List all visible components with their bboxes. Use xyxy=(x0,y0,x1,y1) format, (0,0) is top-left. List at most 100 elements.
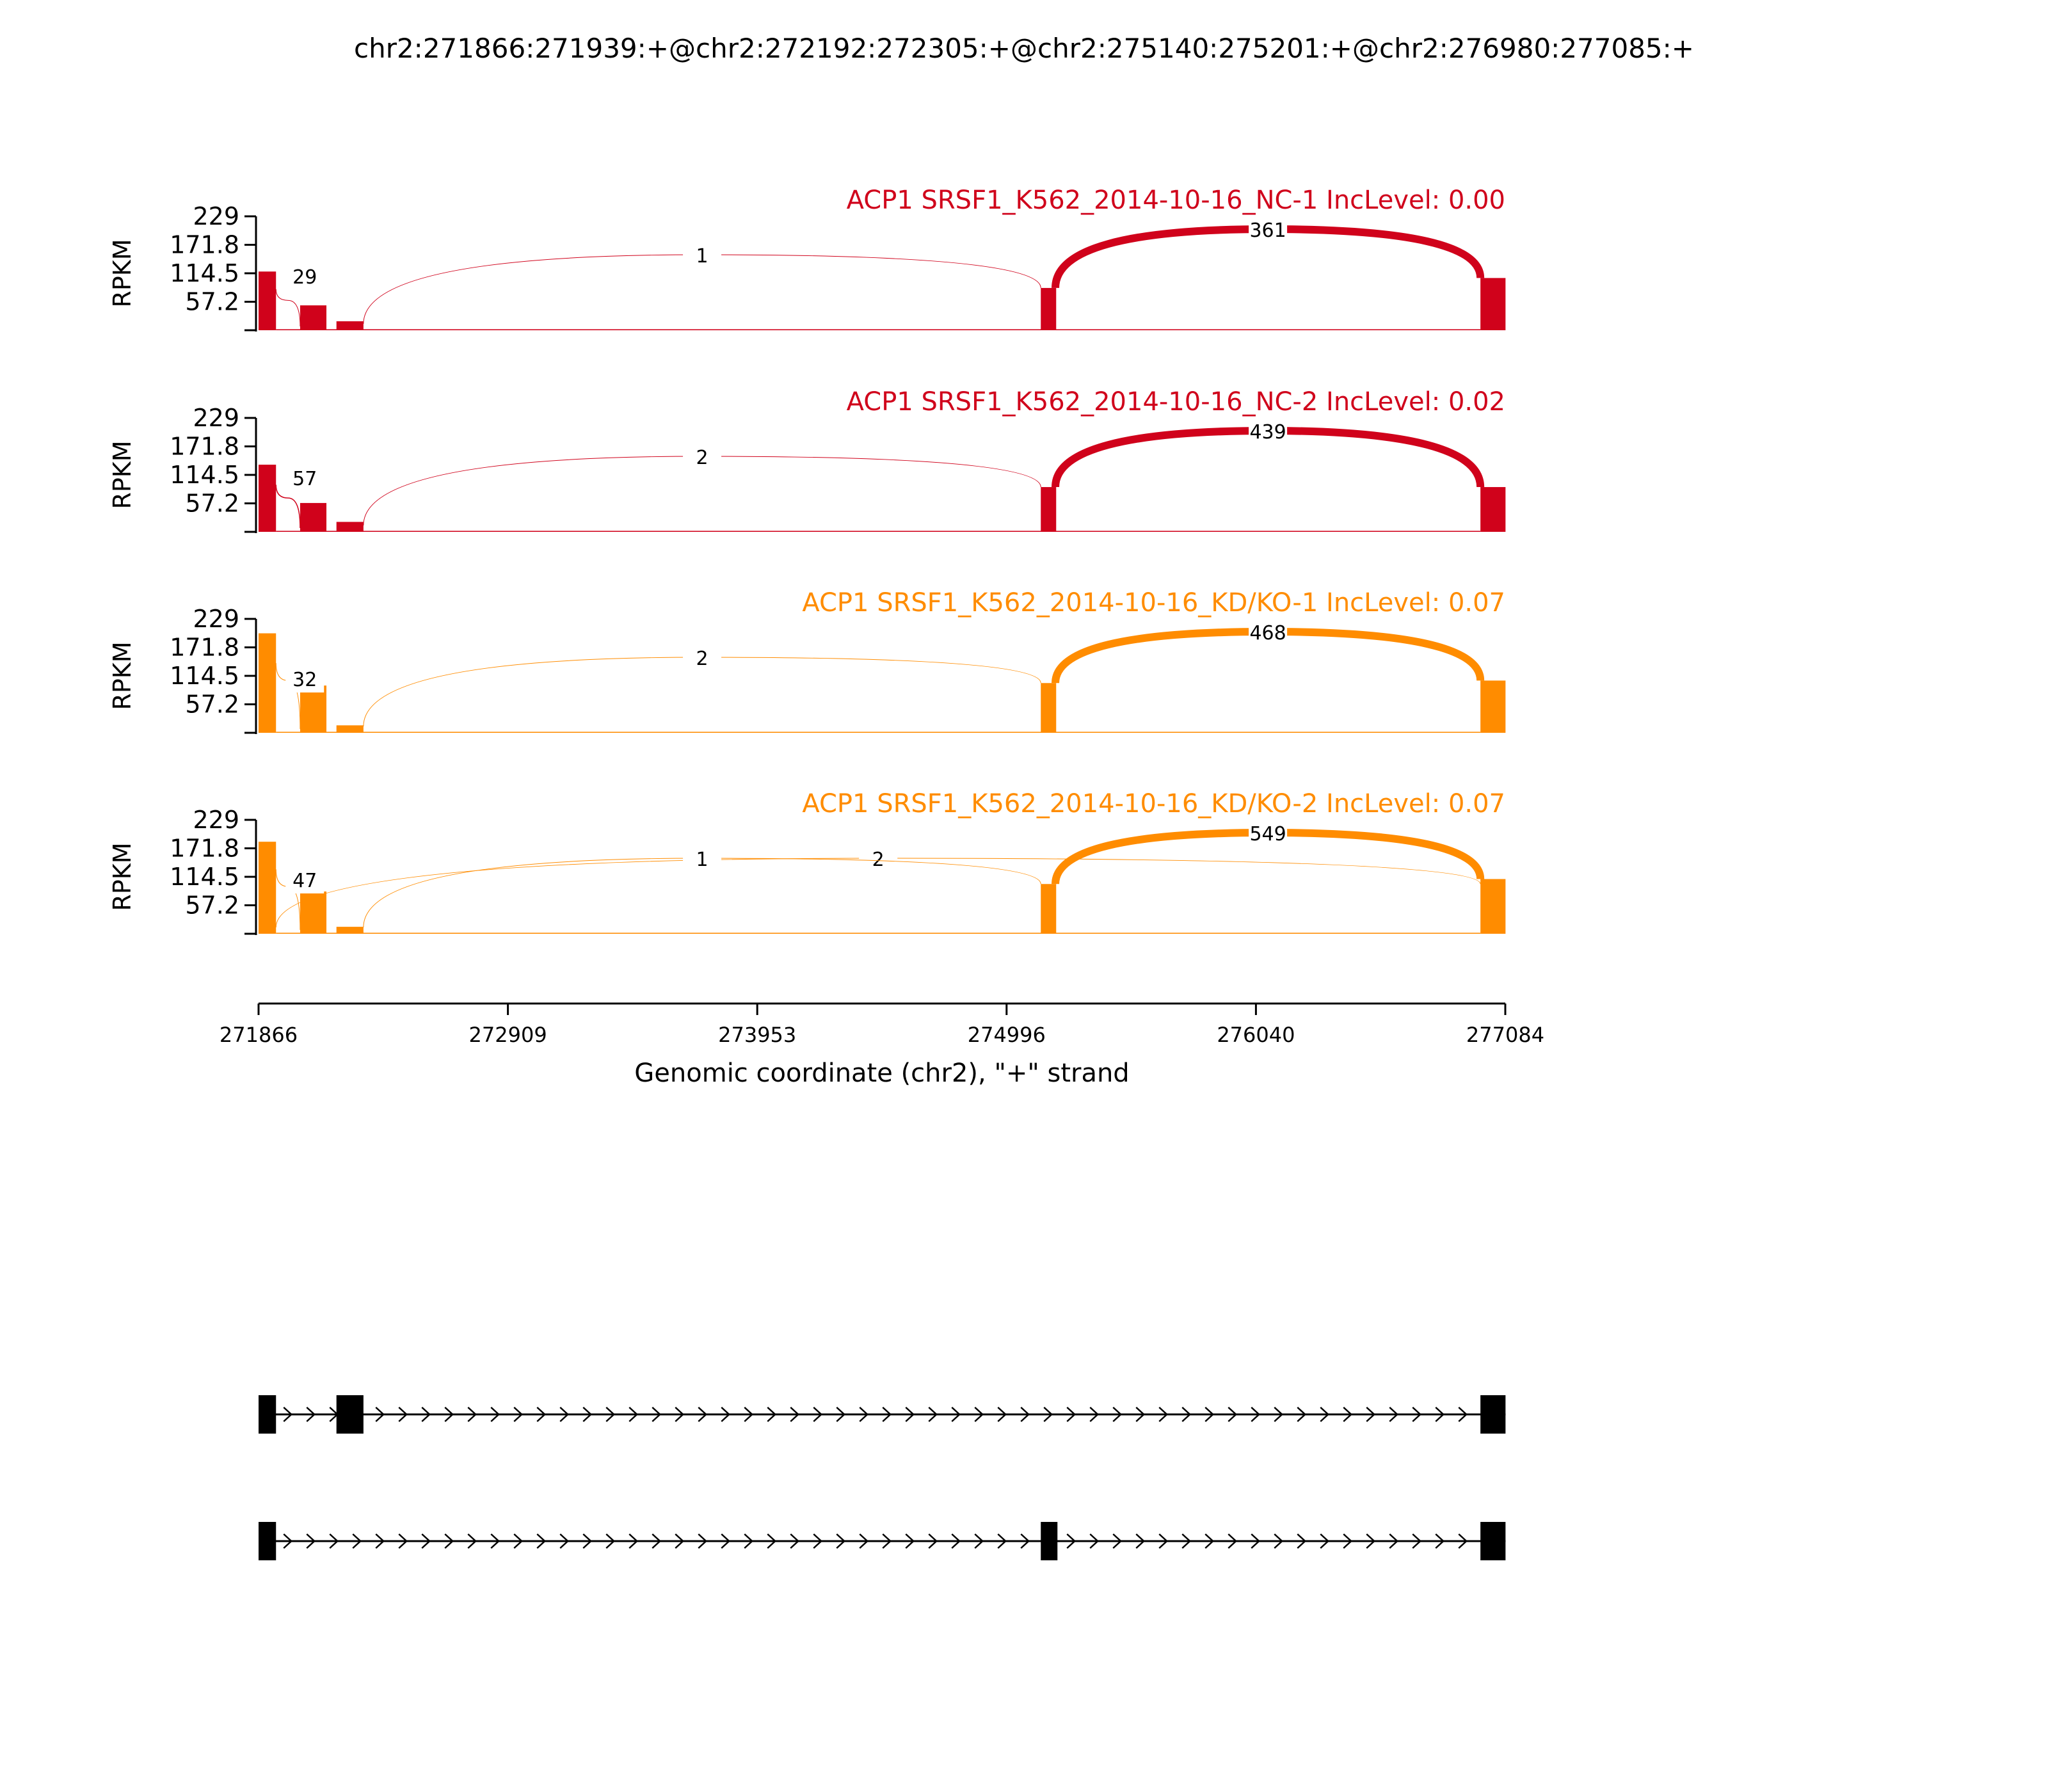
strand-arrow-icon xyxy=(836,1533,846,1549)
junction-count-label: 2 xyxy=(872,849,884,871)
y-tick-label: 229 xyxy=(193,806,239,834)
isoform-structures xyxy=(259,1395,1506,1560)
strand-arrow-icon xyxy=(813,1407,823,1422)
strand-arrow-icon xyxy=(1066,1407,1076,1422)
strand-arrow-icon xyxy=(1366,1407,1376,1422)
junction-label-bg xyxy=(1249,218,1288,243)
exon-coverage-bar xyxy=(336,321,364,330)
strand-arrow-icon xyxy=(1343,1407,1353,1422)
strand-arrow-icon xyxy=(375,1533,385,1549)
junction-count-label: 47 xyxy=(292,870,317,892)
x-axis-label: Genomic coordinate (chr2), "+" strand xyxy=(634,1059,1129,1088)
strand-arrow-icon xyxy=(1435,1407,1445,1422)
sample-title: ACP1 SRSF1_K562_2014-10-16_KD/KO-2 IncLe… xyxy=(802,789,1505,819)
y-tick-label: 171.8 xyxy=(170,834,239,862)
strand-arrow-icon xyxy=(1274,1533,1284,1549)
exon-block xyxy=(259,1395,276,1434)
strand-arrow-icon xyxy=(513,1407,524,1422)
exon-coverage-bar xyxy=(1480,680,1506,733)
intron-coverage xyxy=(276,329,1481,330)
strand-arrow-icon xyxy=(1204,1533,1215,1549)
junction-arc xyxy=(275,484,301,529)
y-tick-label: 57.2 xyxy=(185,892,239,920)
strand-arrow-icon xyxy=(721,1407,731,1422)
strand-arrow-icon xyxy=(1020,1407,1030,1422)
strand-arrow-icon xyxy=(928,1533,938,1549)
strand-arrow-icon xyxy=(790,1407,800,1422)
strand-arrow-icon xyxy=(767,1407,777,1422)
exon-coverage-bar xyxy=(336,522,364,532)
strand-arrow-icon xyxy=(1204,1407,1215,1422)
strand-arrow-icon xyxy=(513,1533,524,1549)
junction-label-bg xyxy=(285,466,324,492)
y-tick-label: 229 xyxy=(193,605,239,633)
isoform-track xyxy=(259,1395,1506,1434)
y-tick-label: 114.5 xyxy=(170,461,239,489)
isoform-track xyxy=(259,1522,1506,1560)
x-tick-label: 276040 xyxy=(1217,1023,1295,1047)
strand-arrow-icon xyxy=(744,1407,754,1422)
y-axis-label: RPKM xyxy=(108,641,136,710)
strand-arrow-icon xyxy=(790,1533,800,1549)
strand-arrow-icon xyxy=(974,1533,984,1549)
y-tick-label: 57.2 xyxy=(185,490,239,518)
strand-arrow-icon xyxy=(951,1407,961,1422)
junction-count-label: 1 xyxy=(696,245,708,268)
strand-arrow-icon xyxy=(1158,1533,1169,1549)
junction-arc xyxy=(275,289,301,327)
exon-coverage-bar xyxy=(259,271,276,330)
x-tick-label: 272909 xyxy=(469,1023,547,1047)
y-tick-label: 171.8 xyxy=(170,230,239,259)
strand-arrow-icon xyxy=(1366,1533,1376,1549)
x-tick-label: 271866 xyxy=(220,1023,298,1047)
strand-arrow-icon xyxy=(859,1407,869,1422)
exon-block xyxy=(259,1522,276,1560)
intron-coverage xyxy=(276,732,1481,733)
x-tick-label: 277084 xyxy=(1466,1023,1544,1047)
exon-coverage-bar xyxy=(336,927,364,934)
strand-arrow-icon xyxy=(605,1533,616,1549)
strand-arrow-icon xyxy=(698,1533,708,1549)
strand-arrow-icon xyxy=(559,1533,570,1549)
strand-arrow-icon xyxy=(536,1533,547,1549)
strand-arrow-icon xyxy=(882,1407,892,1422)
junction-count-label: 32 xyxy=(292,669,317,691)
strand-arrow-icon xyxy=(1181,1533,1192,1549)
strand-arrow-icon xyxy=(675,1533,685,1549)
y-tick-label: 57.2 xyxy=(185,691,239,719)
strand-arrow-icon xyxy=(1435,1533,1445,1549)
y-tick-label: 114.5 xyxy=(170,662,239,690)
sample-title: ACP1 SRSF1_K562_2014-10-16_KD/KO-1 IncLe… xyxy=(802,588,1505,618)
strand-arrow-icon xyxy=(1320,1533,1330,1549)
y-axis-label: RPKM xyxy=(108,440,136,509)
strand-arrow-icon xyxy=(329,1533,339,1549)
y-axis-label: RPKM xyxy=(108,239,136,307)
strand-arrow-icon xyxy=(813,1533,823,1549)
exon-coverage-bar xyxy=(300,891,327,934)
strand-arrow-icon xyxy=(1135,1533,1146,1549)
exon-coverage-bar xyxy=(1041,683,1057,733)
sample-title: ACP1 SRSF1_K562_2014-10-16_NC-1 IncLevel… xyxy=(847,186,1505,215)
junction-label-bg xyxy=(1249,419,1288,445)
strand-arrow-icon xyxy=(928,1407,938,1422)
exon-block xyxy=(1480,1395,1506,1434)
strand-arrow-icon xyxy=(490,1533,500,1549)
junction-count-label: 2 xyxy=(696,648,708,670)
junction-count-label: 361 xyxy=(1249,220,1286,242)
strand-arrow-icon xyxy=(1412,1407,1422,1422)
junction-label-bg xyxy=(683,646,722,671)
strand-arrow-icon xyxy=(997,1533,1007,1549)
strand-arrow-icon xyxy=(1297,1533,1307,1549)
exon-coverage-bar xyxy=(300,305,327,330)
strand-arrow-icon xyxy=(675,1407,685,1422)
y-tick-label: 229 xyxy=(193,404,239,432)
strand-arrow-icon xyxy=(652,1533,662,1549)
sample-title: ACP1 SRSF1_K562_2014-10-16_NC-2 IncLevel… xyxy=(847,387,1505,417)
exon-coverage-bar xyxy=(1041,884,1057,934)
exon-coverage-bar xyxy=(1041,287,1057,330)
